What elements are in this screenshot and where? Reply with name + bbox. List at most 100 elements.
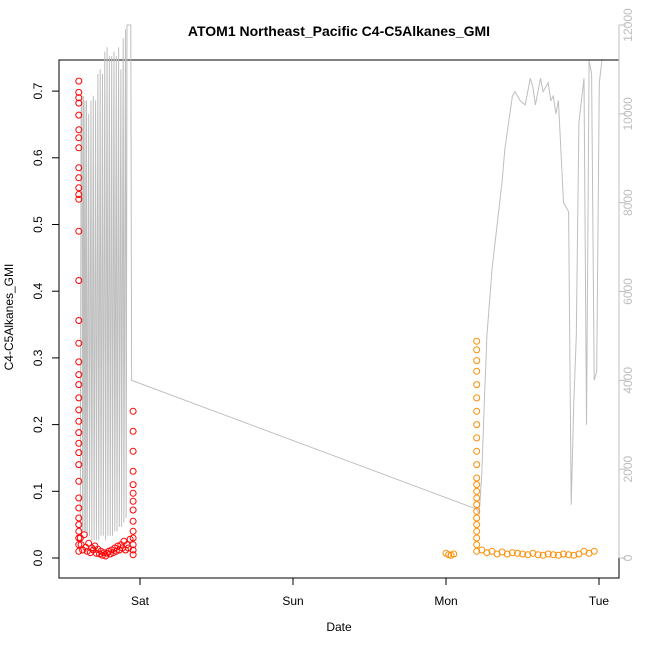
data-point — [75, 494, 83, 502]
data-point — [473, 507, 481, 515]
data-point — [450, 550, 458, 558]
data-point — [114, 542, 122, 550]
y2-axis: 0 2000 4000 6000 8000 10000 12000 — [618, 8, 635, 561]
data-point — [129, 447, 137, 455]
data-point — [514, 549, 521, 557]
data-point — [565, 551, 573, 559]
data-point — [75, 429, 83, 437]
data-point — [483, 549, 491, 557]
data-point — [75, 111, 83, 119]
y-tick-label: 0.5 — [31, 216, 45, 233]
data-point — [473, 346, 481, 354]
x-tick-label: Mon — [434, 594, 457, 608]
y2-tick-label: 10000 — [621, 97, 635, 131]
data-point — [75, 126, 83, 134]
data-point — [473, 541, 481, 549]
data-point — [570, 551, 578, 559]
data-point — [473, 474, 481, 482]
data-point — [129, 546, 137, 554]
data-point — [473, 447, 481, 455]
data-point — [75, 541, 83, 549]
data-point — [473, 494, 481, 502]
data-point — [503, 550, 511, 558]
x-tick-label: Sat — [131, 594, 150, 608]
data-point — [75, 99, 83, 107]
data-point — [129, 481, 137, 489]
data-point — [75, 547, 83, 555]
data-point — [473, 381, 481, 389]
data-point — [473, 434, 481, 442]
data-point — [125, 544, 132, 552]
data-point — [75, 164, 83, 172]
data-point — [75, 277, 83, 284]
data-point — [129, 551, 137, 559]
x-tick-label: Sun — [282, 594, 303, 608]
data-point — [75, 527, 83, 535]
data-point — [473, 487, 481, 495]
data-point — [473, 534, 481, 542]
data-point — [473, 337, 481, 345]
data-point — [75, 461, 83, 469]
data-point — [473, 394, 481, 402]
data-point — [75, 339, 83, 347]
data-point — [75, 514, 83, 522]
data-point — [129, 541, 137, 549]
data-point — [473, 357, 481, 365]
data-point — [75, 184, 83, 192]
data-point — [129, 534, 137, 542]
data-point — [129, 506, 137, 514]
y-axis: 0.0 0.1 0.2 0.3 0.4 0.5 0.6 0.7 — [31, 82, 60, 566]
y-tick-label: 0.7 — [31, 82, 45, 99]
data-point — [75, 381, 83, 389]
series-layer — [75, 24, 603, 560]
data-point — [129, 497, 137, 505]
data-point — [129, 517, 137, 525]
data-point — [75, 358, 83, 366]
x-axis: Sat Sun Mon Tue — [131, 577, 610, 608]
data-point — [554, 551, 562, 559]
y-tick-label: 0.4 — [31, 283, 45, 300]
data-point — [473, 501, 481, 509]
y2-tick-label: 12000 — [621, 8, 635, 42]
data-point — [75, 77, 83, 85]
data-point — [85, 539, 93, 547]
data-point — [75, 144, 83, 152]
altitude-line — [79, 24, 603, 541]
y2-tick-label: 8000 — [621, 189, 635, 216]
data-point — [75, 417, 83, 425]
data-point — [75, 406, 83, 414]
data-point — [75, 449, 83, 457]
data-point — [75, 174, 83, 182]
y-tick-label: 0.6 — [31, 149, 45, 166]
data-point — [129, 407, 137, 415]
data-point — [75, 134, 83, 142]
data-point — [473, 527, 481, 535]
data-point — [534, 551, 542, 559]
data-point — [75, 394, 83, 402]
y-tick-label: 0.0 — [31, 549, 45, 566]
data-point — [473, 481, 481, 489]
data-point — [473, 367, 481, 375]
chart-title: ATOM1 Northeast_Pacific C4-C5Alkanes_GMI — [188, 23, 490, 39]
data-point — [75, 477, 83, 485]
data-point — [519, 550, 527, 558]
data-point — [590, 547, 598, 555]
data-point — [75, 227, 83, 235]
data-point — [75, 195, 83, 203]
data-point — [529, 549, 537, 557]
data-point — [75, 94, 83, 102]
data-point — [473, 407, 481, 415]
x-tick-label: Tue — [589, 594, 610, 608]
data-point — [560, 550, 567, 558]
data-point — [75, 317, 83, 324]
plot-box — [58, 59, 620, 579]
x-axis-label: Date — [326, 620, 352, 634]
data-point — [549, 551, 557, 559]
data-point — [75, 521, 83, 529]
data-point — [473, 547, 481, 555]
y2-tick-label: 4000 — [621, 367, 635, 394]
data-point — [80, 531, 88, 539]
data-point — [544, 550, 552, 558]
y-tick-label: 0.1 — [31, 483, 45, 500]
